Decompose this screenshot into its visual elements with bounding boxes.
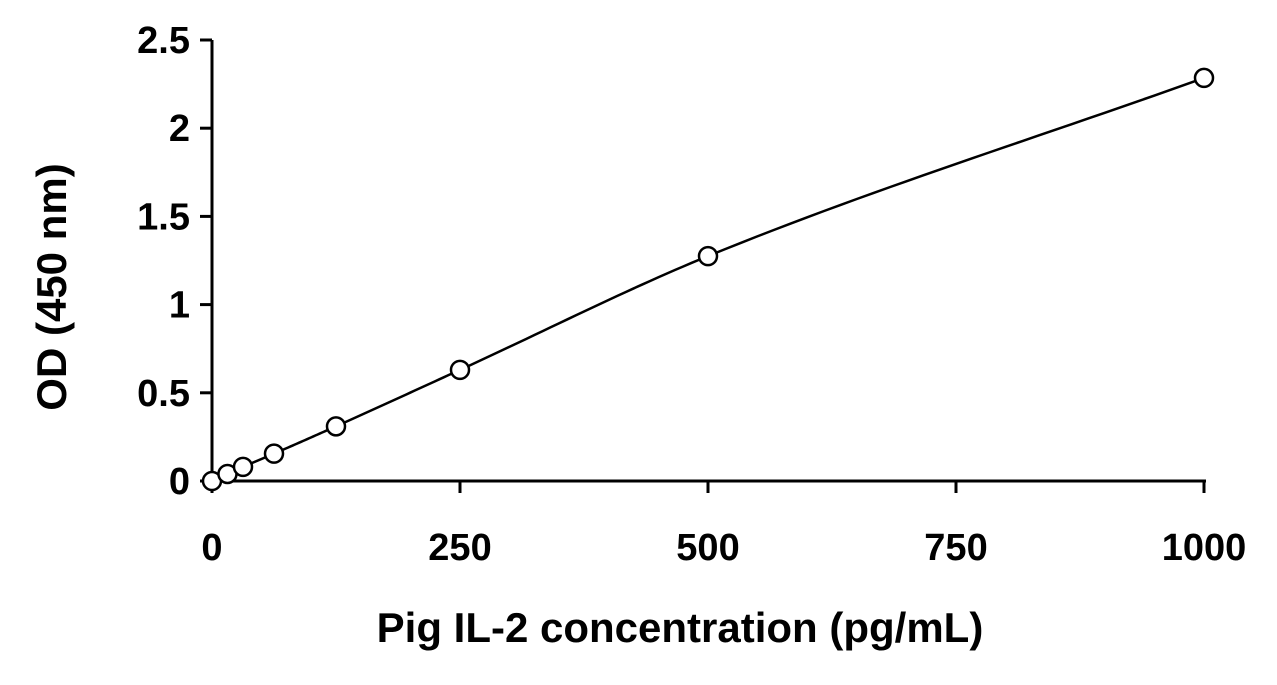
y-tick-label: 1.5 <box>137 196 190 238</box>
data-point <box>325 416 347 437</box>
fit-curve <box>211 76 1205 483</box>
y-tick-label: 2 <box>169 108 190 150</box>
data-point <box>449 359 471 381</box>
data-point <box>232 456 254 478</box>
data-point <box>1193 67 1215 89</box>
data-point <box>697 245 719 267</box>
y-tick-label: 0.5 <box>137 373 190 415</box>
x-tick-label: 250 <box>428 527 491 569</box>
y-axis-title: OD (450 nm) <box>28 163 75 410</box>
x-tick-label: 1000 <box>1162 527 1247 569</box>
x-tick-label: 500 <box>676 527 739 569</box>
x-tick-label: 750 <box>924 527 987 569</box>
y-tick-label: 2.5 <box>137 20 190 62</box>
y-tick-label: 1 <box>169 285 190 327</box>
x-axis-title: Pig IL-2 concentration (pg/mL) <box>377 604 984 651</box>
data-point <box>263 443 285 464</box>
x-tick-label: 0 <box>201 527 222 569</box>
plot-area: 0 0.5 1 1.5 2 2.5 0 250 500 750 1000 <box>137 20 1246 569</box>
y-tick-label: 0 <box>169 461 190 503</box>
